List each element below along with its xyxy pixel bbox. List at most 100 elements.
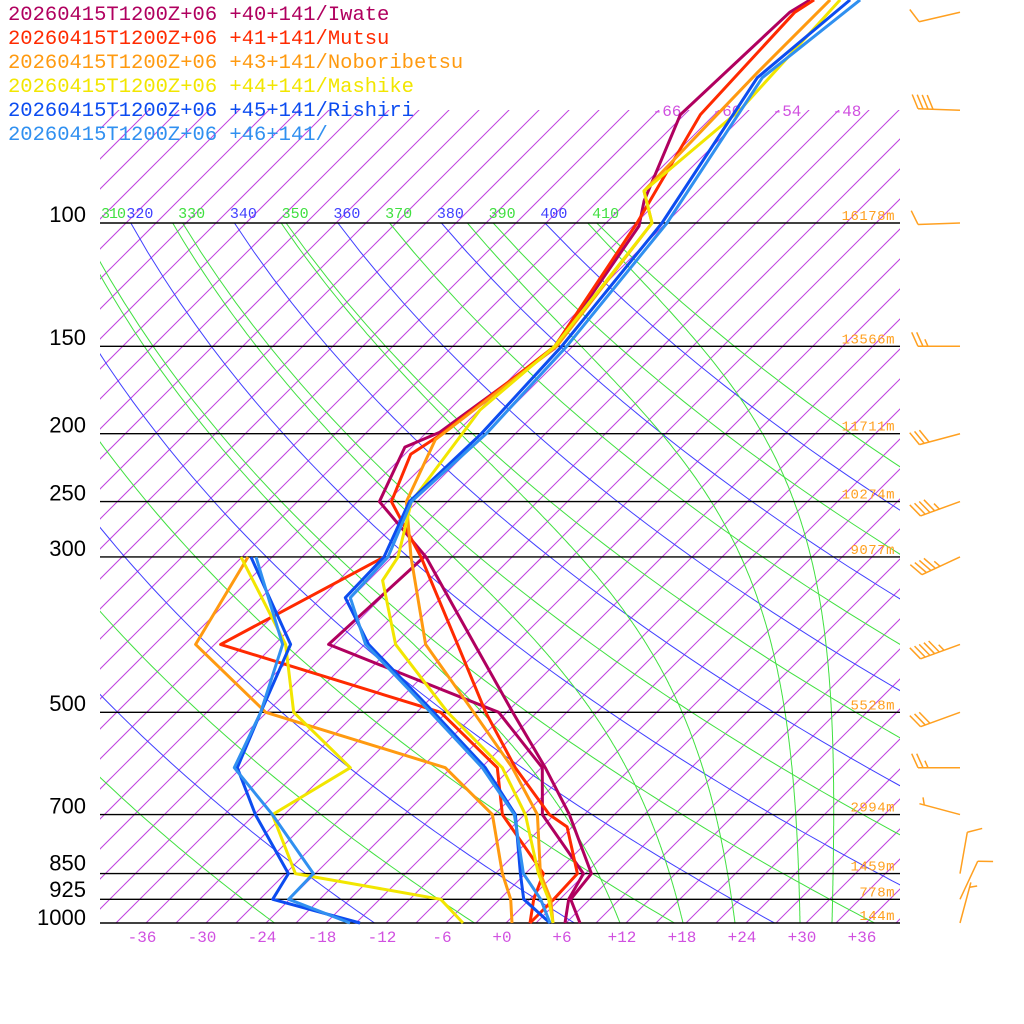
wind-barb-feather <box>913 430 925 444</box>
Rishiri-temperature-line <box>343 0 852 925</box>
wind-barb-feather <box>909 564 923 576</box>
dry-adiabat-label: 320 <box>126 206 153 223</box>
wind-barb-staff <box>917 107 961 111</box>
isotherm-line <box>865 888 900 923</box>
wind-barb-feather <box>911 94 919 110</box>
dry-adiabat-line <box>100 610 476 923</box>
isotherm-line <box>475 498 900 923</box>
isotherm-line <box>715 738 900 923</box>
pressure-label: 150 <box>49 325 86 350</box>
Mashike-temperature-line <box>381 0 842 924</box>
dry-adiabat-label: 340 <box>230 206 257 223</box>
wind-barb-feather <box>923 557 937 569</box>
temperature-tick-label: +30 <box>788 929 817 947</box>
temperature-tick-label: -36 <box>128 929 157 947</box>
legend-entry: 20260415T1200Z+06 +43+141/Noboribetsu <box>8 52 464 75</box>
wind-barb <box>911 331 960 348</box>
wind-barb-feather <box>909 715 922 728</box>
wind-barb-feather <box>922 797 926 806</box>
dry-adiabat-line <box>100 693 376 923</box>
dry-adiabat-line <box>100 441 676 923</box>
wind-barb-feather <box>918 559 932 572</box>
wind-barb-staff <box>959 832 969 874</box>
wind-barb-feather <box>918 500 931 514</box>
wind-barb <box>909 429 961 446</box>
temperature-tick-label: +24 <box>728 929 757 947</box>
pressure-label: 850 <box>49 850 86 875</box>
wind-barb-staff <box>917 222 961 226</box>
temperature-tick-label: -18 <box>308 929 337 947</box>
wind-barb-feather <box>909 647 922 660</box>
legend-entry: 20260415T1200Z+06 +46+141/ <box>8 124 328 147</box>
dry-adiabat-line <box>285 223 900 739</box>
height-label: 13566m <box>842 332 895 348</box>
moist-adiabat-line <box>280 223 736 923</box>
wind-barb-feather <box>918 429 930 443</box>
wind-barb-feather <box>913 502 926 515</box>
isotherm-line <box>415 438 900 923</box>
isotherm-line <box>956 0 1024 923</box>
wind-barb-feather <box>924 760 929 769</box>
pressure-label: 200 <box>49 413 86 438</box>
wind-barb <box>959 860 994 900</box>
dry-adiabat-line <box>100 776 276 923</box>
dry-adiabat-line <box>389 223 900 645</box>
wind-barb-feather <box>911 753 919 769</box>
pressure-label: 100 <box>49 202 86 227</box>
isotherm-label: -54 <box>773 103 802 121</box>
isotherm-line <box>835 858 900 923</box>
station-temperature-line <box>348 0 862 924</box>
wind-barb-feather <box>911 331 919 347</box>
isotherm-line <box>445 468 900 923</box>
isotherm-line <box>625 648 900 923</box>
Noboribetsu-dewpoint-line <box>194 556 514 924</box>
wind-barb <box>959 882 978 924</box>
dry-adiabat-label: 400 <box>540 206 567 223</box>
wind-barb-feather <box>913 645 926 658</box>
dry-adiabat-line <box>100 260 876 923</box>
wind-barb <box>919 797 961 816</box>
wind-barb-feather <box>938 644 945 651</box>
wind-barb-feather <box>909 432 921 446</box>
dry-adiabat-line <box>596 223 900 468</box>
wind-barb <box>911 753 960 769</box>
temperature-tick-label: +12 <box>608 929 637 947</box>
wind-barb <box>911 94 961 111</box>
wind-barb-feather <box>924 338 929 347</box>
wind-barb-feather <box>923 642 936 655</box>
wind-barb-staff <box>920 500 961 517</box>
wind-barb-staff <box>921 556 961 576</box>
wind-barb-feather <box>914 562 927 574</box>
isotherm-line <box>655 678 900 923</box>
wind-barb-feather <box>926 94 934 110</box>
isotherm-line <box>565 588 900 923</box>
height-label: 10274m <box>842 488 895 504</box>
height-label: 11711m <box>842 420 895 436</box>
pressure-label: 925 <box>49 877 86 902</box>
height-label: 1459m <box>850 860 895 876</box>
wind-barb-feather <box>933 503 940 510</box>
Mutsu-temperature-line <box>389 0 815 925</box>
dry-adiabat-label: 370 <box>385 206 412 223</box>
pressure-lines <box>100 222 900 924</box>
Iwate-dewpoint-line <box>327 555 585 924</box>
dry-adiabat-line <box>337 223 900 692</box>
pressure-label: 700 <box>49 793 86 818</box>
height-label: 5528m <box>850 698 895 714</box>
wind-barb-staff <box>920 711 961 728</box>
moist-adiabat-line <box>467 223 801 923</box>
wind-barb-feather <box>909 9 920 23</box>
isotherm-line <box>535 558 900 923</box>
pressure-label: 250 <box>49 480 86 505</box>
isotherm-line <box>595 618 900 923</box>
legend: 20260415T1200Z+06 +40+141/Iwate 20260415T… <box>8 4 463 148</box>
isotherm-label: -66 <box>653 103 682 121</box>
temperature-tick-label: -24 <box>248 929 277 947</box>
dry-adiabat-label: 390 <box>489 206 516 223</box>
soundings <box>194 0 862 925</box>
dry-adiabat-line <box>233 223 900 787</box>
moist-adiabats <box>100 223 835 923</box>
wind-barb-feather <box>967 827 983 833</box>
legend-entry: 20260415T1200Z+06 +45+141/Rishiri <box>8 100 414 123</box>
